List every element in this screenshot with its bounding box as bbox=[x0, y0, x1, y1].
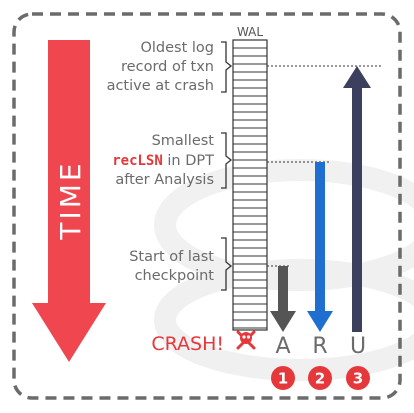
smallest-line-2: recLSN in DPT bbox=[112, 153, 214, 169]
oldest-bracket bbox=[221, 41, 233, 93]
checkpoint-bracket bbox=[221, 237, 233, 291]
phase-1-badge: 1 bbox=[271, 366, 295, 390]
smallest-line-2-rest: in DPT bbox=[163, 153, 214, 169]
crash-label: CRASH! bbox=[151, 333, 224, 355]
phase-3-badge: 3 bbox=[346, 366, 370, 390]
dashed-border bbox=[12, 12, 402, 400]
checkpoint-line-1: Start of last bbox=[129, 249, 214, 265]
background-watermark bbox=[154, 159, 414, 381]
phase-3-number: 3 bbox=[353, 370, 363, 388]
oldest-line-1: Oldest log bbox=[140, 40, 214, 56]
phase-redo-letter: R bbox=[312, 334, 327, 359]
time-arrow bbox=[32, 40, 106, 362]
phase-2-number: 2 bbox=[315, 370, 325, 388]
annotation-oldest-record: Oldest log record of txn active at crash bbox=[107, 40, 233, 94]
reclsn-code: recLSN bbox=[112, 153, 163, 169]
phase-1-number: 1 bbox=[278, 370, 288, 388]
smallest-line-1: Smallest bbox=[152, 133, 215, 149]
oldest-line-2: record of txn bbox=[121, 59, 214, 75]
oldest-line-3: active at crash bbox=[107, 78, 214, 94]
checkpoint-line-2: checkpoint bbox=[135, 268, 215, 284]
annotation-last-checkpoint: Start of last checkpoint bbox=[129, 237, 233, 291]
smallest-line-3: after Analysis bbox=[115, 172, 214, 188]
wal-log bbox=[232, 39, 268, 331]
undo-arrow bbox=[343, 66, 371, 332]
phase-undo-letter: U bbox=[350, 334, 366, 359]
annotation-smallest-reclsn: Smallest recLSN in DPT after Analysis bbox=[112, 132, 233, 189]
skull-crossbones-icon bbox=[236, 330, 256, 350]
smallest-bracket bbox=[221, 132, 233, 189]
time-label: TIME bbox=[54, 160, 87, 240]
redo-arrow bbox=[307, 162, 333, 332]
phase-analysis-letter: A bbox=[275, 334, 290, 359]
analysis-arrow bbox=[270, 266, 296, 332]
phase-2-badge: 2 bbox=[308, 366, 332, 390]
wal-label: WAL bbox=[237, 25, 263, 39]
